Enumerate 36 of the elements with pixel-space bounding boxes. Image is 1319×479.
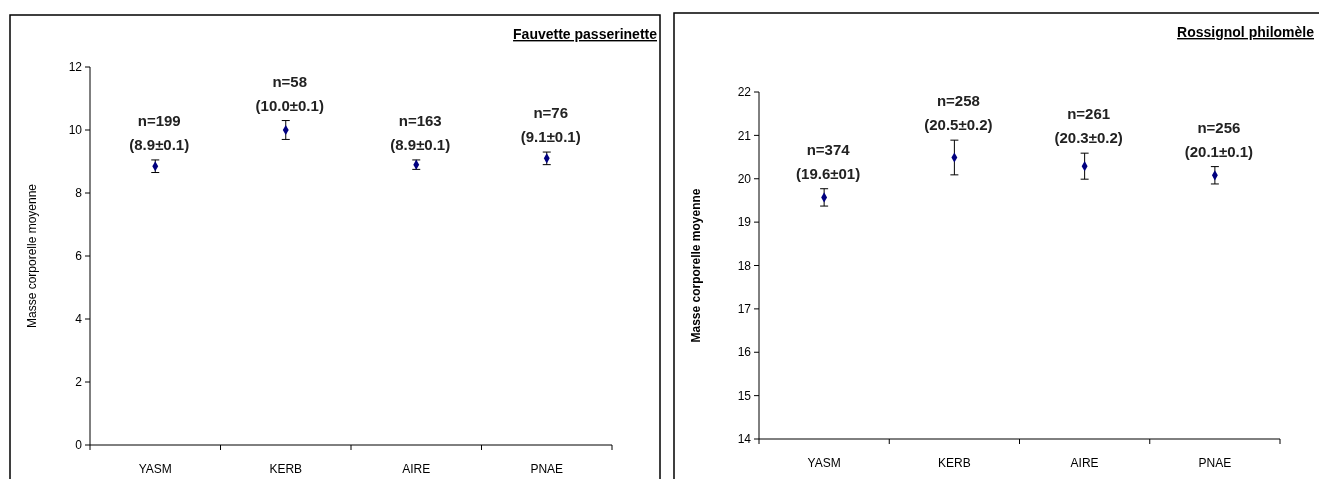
x-tick-label: YASM [807,456,841,470]
data-label: n=256 (20.1±0.1) [1184,118,1254,160]
y-tick-label: 20 [737,171,752,186]
y-axis-title: Masse corporelle moyenne [689,188,703,343]
data-label: n=374 (19.6±01) [796,140,861,182]
y-tick-label: 6 [75,249,83,264]
y-tick-label: 22 [737,85,752,100]
data-label: n=258 (20.5±0.2) [924,92,993,134]
y-tick-label: 4 [75,312,83,327]
y-tick-label: 2 [75,375,83,390]
x-tick-label: YASM [138,462,172,476]
x-tick-label: KERB [938,456,971,470]
y-tick-label: 0 [75,438,83,453]
chart-title: Fauvette passerinette [513,26,658,42]
data-label: n=199 (8.9±0.1) [129,111,190,153]
y-axis-title: Masse corporelle moyenne [25,183,39,329]
y-tick-label: 19 [737,215,752,230]
y-tick-label: 8 [75,186,83,201]
y-tick-label: 21 [737,128,752,143]
data-label: n=163 (8.9±0.1) [390,111,451,153]
chart-title: Rossignol philomèle [1177,24,1315,40]
y-tick-label: 14 [737,432,752,447]
y-tick-label: 10 [68,123,83,138]
x-tick-label: PNAE [530,462,564,476]
x-tick-label: AIRE [402,462,431,476]
x-tick-label: AIRE [1070,456,1099,470]
data-label: n=261 (20.3±0.2) [1054,105,1123,147]
y-tick-label: 15 [737,388,752,403]
data-label: n=58 (10.0±0.1) [255,72,324,114]
x-tick-label: KERB [269,462,303,476]
y-tick-label: 18 [737,258,752,273]
x-tick-label: PNAE [1198,456,1232,470]
data-label: n=76 (9.1±0.1) [520,104,581,146]
y-tick-label: 12 [68,60,83,75]
y-tick-label: 17 [737,302,752,317]
y-tick-label: 16 [737,345,752,360]
